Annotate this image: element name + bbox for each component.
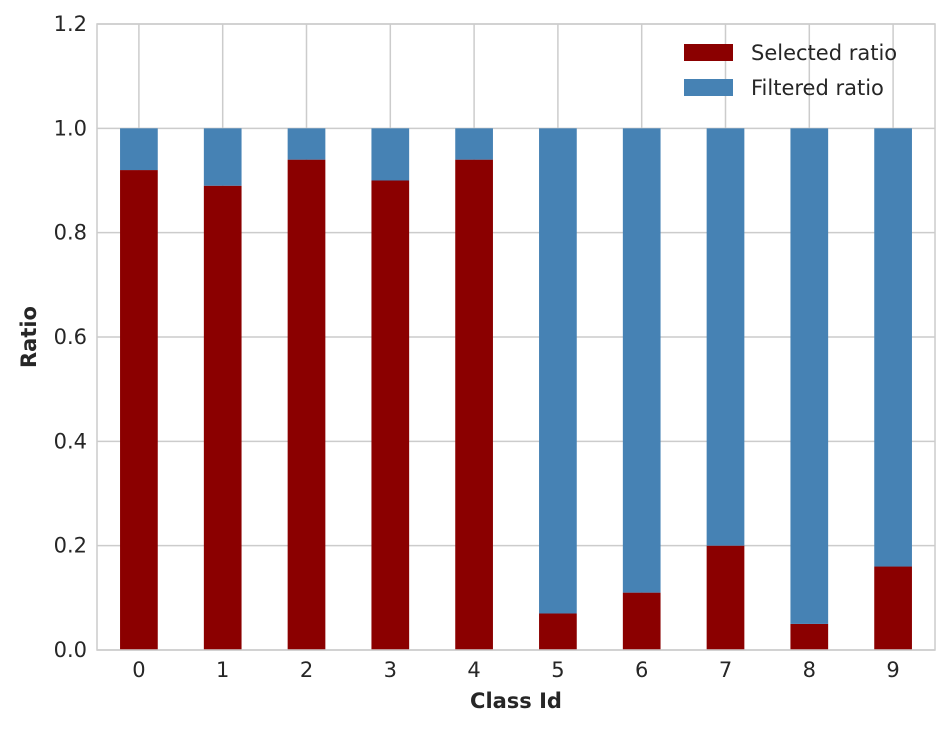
- y-tick-label: 0.8: [54, 221, 87, 245]
- x-tick-label: 5: [551, 658, 564, 682]
- bar-filtered-6: [622, 128, 661, 593]
- bar-selected-5: [539, 613, 577, 650]
- y-tick-labels: 0.0 0.2 0.4 0.6 0.8 1.0 1.2: [54, 12, 87, 662]
- x-tick-label: 8: [803, 658, 816, 682]
- x-tick-label: 9: [886, 658, 899, 682]
- bar-selected-3: [371, 180, 410, 650]
- plot-frame: [96, 23, 936, 651]
- bar-selected-4: [455, 159, 493, 650]
- bar-filtered-4: [455, 128, 493, 160]
- y-tick-label: 0.6: [54, 325, 87, 349]
- y-axis-label: Ratio: [17, 306, 41, 368]
- bar-filtered-5: [539, 128, 577, 614]
- bar-filtered-2: [287, 128, 326, 160]
- y-tick-label: 1.0: [54, 116, 87, 140]
- x-tick-label: 6: [635, 658, 648, 682]
- bar-selected-6: [622, 592, 661, 650]
- x-tick-labels: 0 1 2 3 4 5 6 7 8 9: [132, 658, 900, 682]
- bar-selected-7: [706, 545, 745, 650]
- y-tick-label: 0.2: [54, 534, 87, 558]
- y-tick-label: 0.0: [54, 638, 87, 662]
- x-tick-label: 0: [132, 658, 145, 682]
- x-tick-label: 3: [384, 658, 397, 682]
- bar-filtered-1: [203, 128, 242, 186]
- x-axis-label: Class Id: [470, 689, 562, 713]
- bar-selected-1: [203, 185, 242, 650]
- x-tick-label: 4: [467, 658, 480, 682]
- bar-filtered-7: [706, 128, 745, 546]
- bar-selected-9: [874, 566, 912, 650]
- x-tick-label: 7: [719, 658, 732, 682]
- y-tick-label: 1.2: [54, 12, 87, 36]
- x-tick-label: 1: [216, 658, 229, 682]
- legend-label-selected: Selected ratio: [751, 41, 897, 65]
- bar-filtered-0: [120, 128, 158, 171]
- bar-filtered-8: [790, 128, 829, 624]
- bar-selected-0: [120, 170, 158, 651]
- legend-label-filtered: Filtered ratio: [751, 76, 884, 100]
- legend-swatch-selected: [684, 44, 733, 61]
- bar-selected-2: [287, 159, 326, 650]
- bar-filtered-9: [874, 128, 912, 567]
- x-tick-label: 2: [300, 658, 313, 682]
- legend-swatch-filtered: [684, 79, 733, 96]
- bars: [120, 128, 912, 651]
- bar-selected-8: [790, 623, 829, 650]
- bar-filtered-3: [371, 128, 410, 181]
- y-tick-label: 0.4: [54, 429, 87, 453]
- legend: Selected ratio Filtered ratio: [684, 41, 897, 100]
